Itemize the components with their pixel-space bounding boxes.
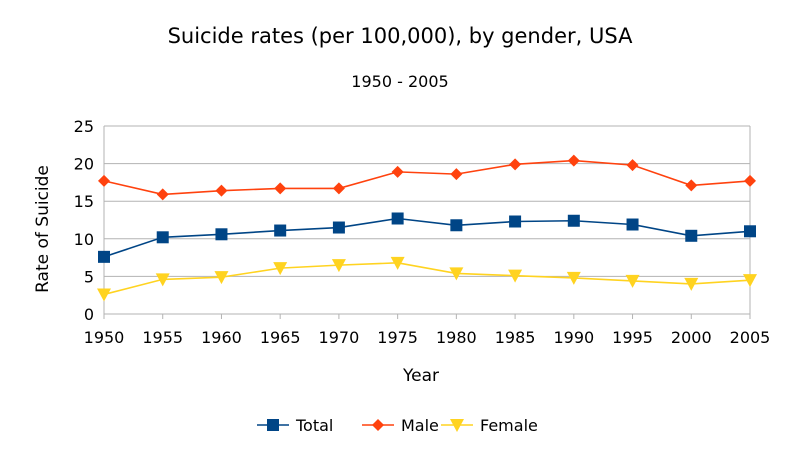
x-tick-label-1970: 1970: [319, 328, 360, 347]
data-point-total-1970: [332, 221, 345, 234]
x-tick-label-1985: 1985: [495, 328, 536, 347]
x-tick-label-2005: 2005: [730, 328, 771, 347]
legend: Total Male Female: [257, 416, 538, 435]
data-point-total-1950: [98, 250, 110, 263]
data-point-female-1975: [390, 256, 405, 270]
gridlines: [103, 125, 751, 315]
data-point-male-1975: [391, 165, 404, 178]
x-tick-label-1990: 1990: [553, 328, 594, 347]
y-tick-label-15: 15: [74, 192, 94, 211]
data-point-total-1965: [274, 224, 287, 237]
data-point-female-2000: [684, 277, 699, 291]
x-tick-label-1955: 1955: [142, 328, 183, 347]
x-tick-label-1950: 1950: [84, 328, 125, 347]
y-axis-ticks: 0 5 10 15 20 25: [74, 117, 94, 324]
data-point-female-1985: [508, 269, 523, 283]
y-tick-label-10: 10: [74, 230, 94, 249]
x-tick-label-1980: 1980: [436, 328, 477, 347]
data-point-female-1995: [625, 274, 640, 288]
data-point-total-1975: [391, 212, 404, 225]
y-tick-label-5: 5: [84, 267, 94, 286]
data-point-male-2005: [744, 174, 756, 187]
chart-subtitle: 1950 - 2005: [351, 72, 448, 91]
series-line-male: [103, 159, 751, 196]
y-tick-label-25: 25: [74, 117, 94, 136]
series-group: [97, 154, 757, 302]
x-tick-label-2000: 2000: [671, 328, 712, 347]
data-point-total-1985: [509, 215, 522, 228]
chart-title: Suicide rates (per 100,000), by gender, …: [168, 24, 634, 48]
series-line-female: [103, 262, 751, 296]
data-point-male-1965: [274, 182, 287, 195]
x-tick-label-1960: 1960: [201, 328, 242, 347]
data-point-male-1955: [156, 188, 169, 201]
data-point-male-1980: [450, 168, 463, 181]
data-point-female-1970: [331, 259, 346, 273]
x-tick-label-1975: 1975: [377, 328, 418, 347]
data-point-total-2005: [744, 225, 756, 238]
data-point-total-2000: [685, 229, 698, 242]
data-point-male-1995: [626, 159, 639, 172]
data-point-total-1990: [567, 214, 580, 227]
data-point-female-1965: [273, 262, 288, 276]
y-axis-label: Rate of Suicide: [33, 165, 53, 293]
legend-label-female: Female: [480, 416, 538, 435]
legend-label-total: Total: [295, 416, 333, 435]
data-point-female-1960: [214, 271, 229, 285]
x-axis-label: Year: [402, 366, 439, 386]
data-point-female-1955: [155, 273, 170, 287]
data-point-female-2005: [743, 274, 757, 288]
data-point-total-1980: [450, 219, 463, 232]
y-tick-label-20: 20: [74, 155, 94, 174]
x-tick-label-1965: 1965: [260, 328, 301, 347]
legend-label-male: Male: [401, 416, 439, 435]
legend-marker-total: [267, 419, 279, 431]
data-point-male-1985: [509, 158, 522, 171]
legend-marker-female: [450, 419, 464, 432]
data-point-male-1950: [98, 174, 110, 187]
data-point-total-1995: [626, 218, 639, 231]
data-point-male-1990: [567, 154, 580, 167]
data-point-female-1990: [566, 271, 581, 285]
data-point-total-1960: [215, 228, 228, 241]
data-point-female-1980: [449, 267, 464, 281]
y-tick-label-0: 0: [84, 305, 94, 324]
x-tick-label-1995: 1995: [612, 328, 653, 347]
data-point-male-2000: [685, 179, 698, 192]
data-point-total-1955: [156, 231, 169, 244]
series-line-total: [103, 217, 751, 258]
data-point-male-1960: [215, 184, 228, 197]
data-point-male-1970: [332, 182, 345, 195]
data-point-female-1950: [97, 288, 111, 302]
legend-marker-male: [372, 419, 384, 431]
x-axis-ticks: 1950 1955 1960 1965 1970 1975 1980 1985 1990 1995…: [84, 314, 771, 347]
